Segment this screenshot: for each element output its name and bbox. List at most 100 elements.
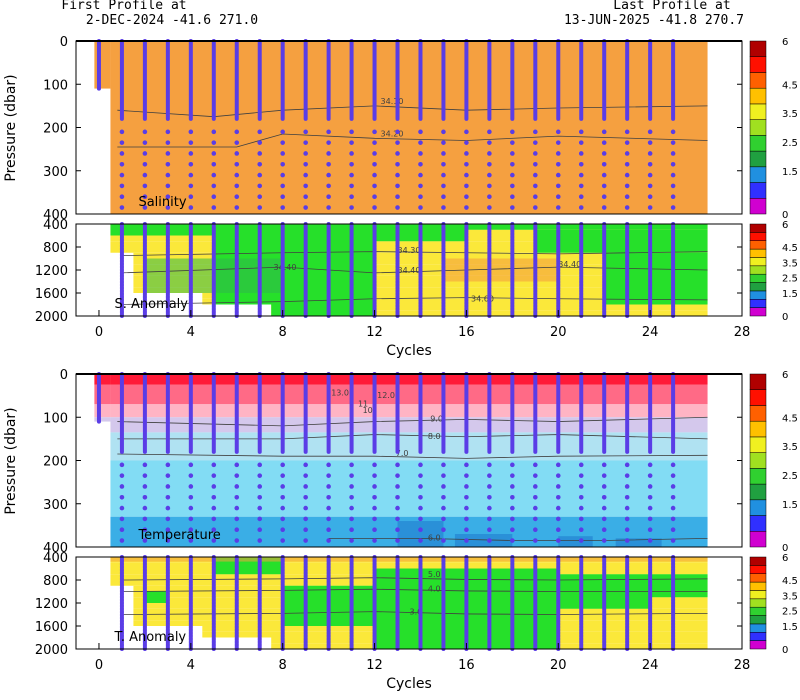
profile-dot	[601, 140, 607, 145]
colorbar-swatch	[749, 632, 767, 641]
profile-dot	[188, 538, 194, 543]
colorbar-swatch	[749, 515, 767, 532]
profile-dot	[188, 183, 194, 189]
profile-dot	[533, 516, 538, 522]
profile-dot	[280, 194, 285, 199]
profile-dot	[119, 516, 125, 522]
contour-label: 6.0	[428, 534, 441, 543]
data-cell	[604, 252, 708, 305]
profile-dot	[280, 462, 285, 468]
profile-dot	[188, 129, 194, 135]
profile-dot	[464, 172, 469, 178]
profile-dot	[119, 494, 125, 500]
profile-dot	[601, 473, 607, 478]
profile-dot	[624, 516, 630, 522]
profile-dot	[578, 484, 584, 489]
data-cell	[110, 384, 708, 405]
profile-dot	[303, 516, 308, 522]
profile-dot	[211, 183, 217, 189]
temperature-anomaly-panel: 5.0 4.0 3.0 400 800 1200 1600 2000 T. Anomaly	[35, 551, 743, 658]
data-cell	[443, 258, 559, 282]
colorbar-tick-label: 1.5	[782, 167, 798, 178]
y-tick-label: 200	[43, 122, 68, 137]
colorbar-tick-label: 3.5	[782, 442, 798, 453]
profile-dot	[257, 151, 263, 156]
profile-dot	[234, 462, 240, 468]
profile-dot	[418, 161, 423, 167]
profile-dot	[395, 194, 400, 199]
y-tick-label: 100	[43, 78, 68, 93]
profile-dot	[257, 194, 263, 199]
profile-dot	[601, 151, 607, 156]
profile-dot	[326, 527, 331, 532]
profile-dot	[326, 494, 331, 500]
y-tick-label: 800	[43, 574, 68, 589]
contour-label: 34.40	[398, 266, 421, 275]
profile-dot	[188, 151, 194, 156]
profile-dot	[441, 205, 446, 210]
profile-dot	[487, 538, 492, 543]
colorbar-swatch	[749, 72, 767, 89]
colorbar-tick-label: 1.5	[782, 622, 798, 633]
profile-dot	[624, 129, 630, 135]
profile-dot	[188, 527, 194, 532]
profile-dot	[647, 527, 653, 532]
profile-dot	[142, 516, 148, 522]
profile-dot	[464, 538, 469, 543]
profile-dot	[464, 183, 469, 189]
profile-dot	[119, 473, 125, 478]
profile-dot	[372, 462, 377, 468]
profile-dot	[670, 183, 676, 189]
profile-dot	[119, 140, 125, 145]
profile-dot	[257, 516, 263, 522]
colorbar-tick-label: 1.5	[782, 500, 798, 511]
colorbar-swatch	[749, 307, 767, 317]
profile-dot	[624, 183, 630, 189]
contour-label: 13.0	[331, 389, 349, 398]
profile-dot	[670, 151, 676, 156]
profile-dot	[119, 538, 125, 543]
y-tick-label: 1200	[35, 597, 68, 612]
profile-dot	[349, 161, 354, 167]
profile-dot	[670, 516, 676, 522]
y-tick-label: 100	[43, 411, 68, 426]
profile-dot	[211, 538, 217, 543]
profile-dot	[601, 183, 607, 189]
profile-dot	[418, 151, 423, 156]
profile-dot	[441, 538, 446, 543]
profile-dot	[510, 473, 515, 478]
profile-dot	[280, 494, 285, 500]
x-tick-label: 28	[734, 325, 751, 340]
contour-label: 4.0	[428, 585, 441, 594]
profile-dot	[647, 129, 653, 135]
colorbar-swatch	[749, 198, 767, 215]
profile-dot	[395, 527, 400, 532]
profile-dot	[188, 462, 194, 468]
contour-label: 9.0	[430, 415, 443, 424]
profile-dot	[395, 205, 400, 210]
profile-dot	[303, 462, 308, 468]
profile-dot	[211, 129, 217, 135]
profile-dot	[257, 484, 263, 489]
profile-dot	[119, 194, 125, 199]
profile-dot	[165, 183, 171, 189]
profile-dot	[372, 494, 377, 500]
colorbar-swatch	[749, 598, 767, 608]
profile-dot	[211, 462, 217, 468]
profile-dot	[234, 484, 240, 489]
profile-dot	[257, 172, 263, 178]
profile-dot	[234, 140, 240, 145]
profile-dot	[510, 484, 515, 489]
profile-dot	[578, 172, 584, 178]
profile-dot	[464, 473, 469, 478]
data-cell	[110, 41, 708, 214]
profile-dot	[601, 516, 607, 522]
profile-dot	[670, 140, 676, 145]
colorbar-swatch	[749, 573, 767, 583]
colorbar-tick-label: 6	[782, 370, 788, 381]
profile-dot	[234, 494, 240, 500]
profile-dot	[211, 516, 217, 522]
profile-dot	[624, 473, 630, 478]
y-tick-label: 200	[43, 455, 68, 470]
